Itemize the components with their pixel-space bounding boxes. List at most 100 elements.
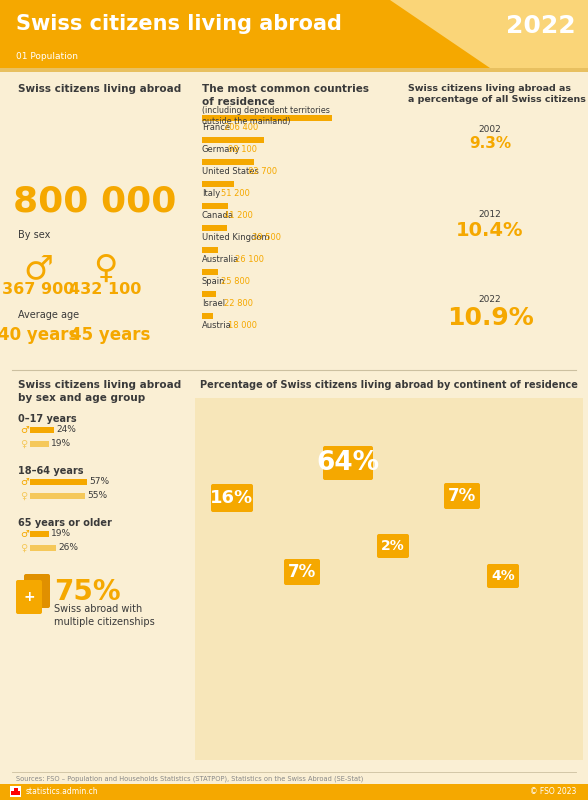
Text: 57%: 57% — [89, 478, 109, 486]
Text: 75%: 75% — [54, 578, 121, 606]
Text: 18 000: 18 000 — [228, 321, 257, 330]
Text: Swiss citizens living abroad as
a percentage of all Swiss citizens: Swiss citizens living abroad as a percen… — [408, 84, 586, 105]
Text: ♀: ♀ — [93, 252, 117, 285]
Text: Australia: Australia — [202, 255, 239, 264]
Bar — [0, 784, 588, 800]
Text: ♀: ♀ — [20, 491, 27, 501]
Text: 4%: 4% — [491, 569, 515, 583]
Text: 10.4%: 10.4% — [456, 221, 524, 240]
Text: ♂: ♂ — [20, 529, 29, 539]
Text: 41 200: 41 200 — [225, 211, 253, 220]
Text: 39 500: 39 500 — [252, 233, 280, 242]
Text: Swiss citizens living abroad: Swiss citizens living abroad — [16, 14, 342, 34]
Text: United Kingdom: United Kingdom — [202, 233, 270, 242]
Text: ♂: ♂ — [23, 252, 53, 285]
Bar — [202, 115, 332, 121]
Bar — [30, 427, 54, 433]
Text: Swiss citizens living abroad
by sex and age group: Swiss citizens living abroad by sex and … — [18, 380, 181, 403]
Text: 65 years or older: 65 years or older — [18, 518, 112, 528]
Text: Spain: Spain — [202, 277, 226, 286]
Text: Sources: FSO – Population and Households Statistics (STATPOP), Statistics on the: Sources: FSO – Population and Households… — [16, 776, 363, 782]
Bar — [0, 0, 588, 68]
Text: 19%: 19% — [51, 439, 71, 449]
Text: 2022: 2022 — [506, 14, 576, 38]
Bar — [0, 68, 588, 72]
Bar — [202, 313, 213, 319]
Text: 45 years: 45 years — [70, 326, 150, 344]
Text: 2012: 2012 — [479, 210, 502, 219]
Text: 40 years: 40 years — [0, 326, 78, 344]
Text: 367 900: 367 900 — [2, 282, 74, 297]
Text: 206 400: 206 400 — [225, 123, 259, 132]
Text: 51 200: 51 200 — [221, 189, 250, 198]
Text: 26 100: 26 100 — [235, 255, 263, 264]
Text: United States: United States — [202, 167, 259, 176]
Text: 10.9%: 10.9% — [447, 306, 533, 330]
Text: 0–17 years: 0–17 years — [18, 414, 76, 424]
Text: 800 000: 800 000 — [14, 185, 176, 219]
Text: Swiss abroad with
multiple citizenships: Swiss abroad with multiple citizenships — [54, 604, 155, 627]
Text: statistics.admin.ch: statistics.admin.ch — [26, 787, 99, 797]
Text: Germany: Germany — [202, 145, 240, 154]
Text: 18–64 years: 18–64 years — [18, 466, 83, 476]
Text: 64%: 64% — [316, 450, 380, 476]
Text: By sex: By sex — [18, 230, 51, 240]
Text: 98 100: 98 100 — [228, 145, 257, 154]
Text: 2002: 2002 — [479, 125, 502, 134]
Text: The most common countries
of residence: The most common countries of residence — [202, 84, 369, 106]
Text: +: + — [23, 590, 35, 604]
Bar — [202, 159, 254, 165]
Bar — [202, 181, 234, 187]
Bar — [30, 441, 49, 447]
Bar — [11, 790, 20, 794]
Text: 82 700: 82 700 — [248, 167, 278, 176]
Text: 01 Population: 01 Population — [16, 52, 78, 61]
Text: 55%: 55% — [87, 491, 107, 501]
Bar — [202, 225, 227, 231]
Text: (including dependent territories
outside the mainland): (including dependent territories outside… — [202, 106, 330, 126]
FancyBboxPatch shape — [16, 580, 42, 614]
Bar — [30, 479, 87, 485]
FancyBboxPatch shape — [377, 534, 409, 558]
Text: 432 100: 432 100 — [69, 282, 141, 297]
FancyBboxPatch shape — [323, 446, 373, 480]
Text: 24%: 24% — [56, 426, 76, 434]
Bar — [30, 493, 85, 499]
Text: Canada: Canada — [202, 211, 234, 220]
Text: Austria: Austria — [202, 321, 232, 330]
Text: France: France — [202, 123, 230, 132]
Bar — [195, 398, 583, 760]
Text: 25 800: 25 800 — [221, 277, 250, 286]
FancyBboxPatch shape — [24, 574, 50, 608]
Bar — [202, 137, 264, 143]
Text: 19%: 19% — [51, 530, 71, 538]
Text: Italy: Italy — [202, 189, 220, 198]
FancyBboxPatch shape — [444, 483, 480, 509]
FancyBboxPatch shape — [487, 564, 519, 588]
Text: 26%: 26% — [58, 543, 78, 553]
Bar — [30, 545, 56, 551]
Text: ♀: ♀ — [20, 439, 27, 449]
Bar — [202, 247, 218, 253]
Bar — [30, 531, 49, 537]
Text: 7%: 7% — [448, 487, 476, 505]
Text: ♀: ♀ — [20, 543, 27, 553]
FancyBboxPatch shape — [211, 484, 253, 512]
Text: Israel: Israel — [202, 299, 225, 308]
Text: ♂: ♂ — [20, 477, 29, 487]
Text: ♂: ♂ — [20, 425, 29, 435]
Bar — [202, 291, 216, 297]
Text: 2%: 2% — [381, 539, 405, 553]
Bar — [14, 788, 18, 795]
Text: 2022: 2022 — [479, 295, 502, 304]
Text: Average age: Average age — [18, 310, 79, 320]
Text: © FSO 2023: © FSO 2023 — [530, 787, 576, 797]
Text: Swiss citizens living abroad: Swiss citizens living abroad — [18, 84, 181, 94]
Text: 16%: 16% — [211, 489, 253, 507]
Bar — [10, 786, 21, 797]
Text: 22 800: 22 800 — [225, 299, 253, 308]
Text: Percentage of Swiss citizens living abroad by continent of residence: Percentage of Swiss citizens living abro… — [200, 380, 578, 390]
FancyBboxPatch shape — [284, 559, 320, 585]
Text: 9.3%: 9.3% — [469, 136, 511, 151]
Polygon shape — [390, 0, 588, 68]
